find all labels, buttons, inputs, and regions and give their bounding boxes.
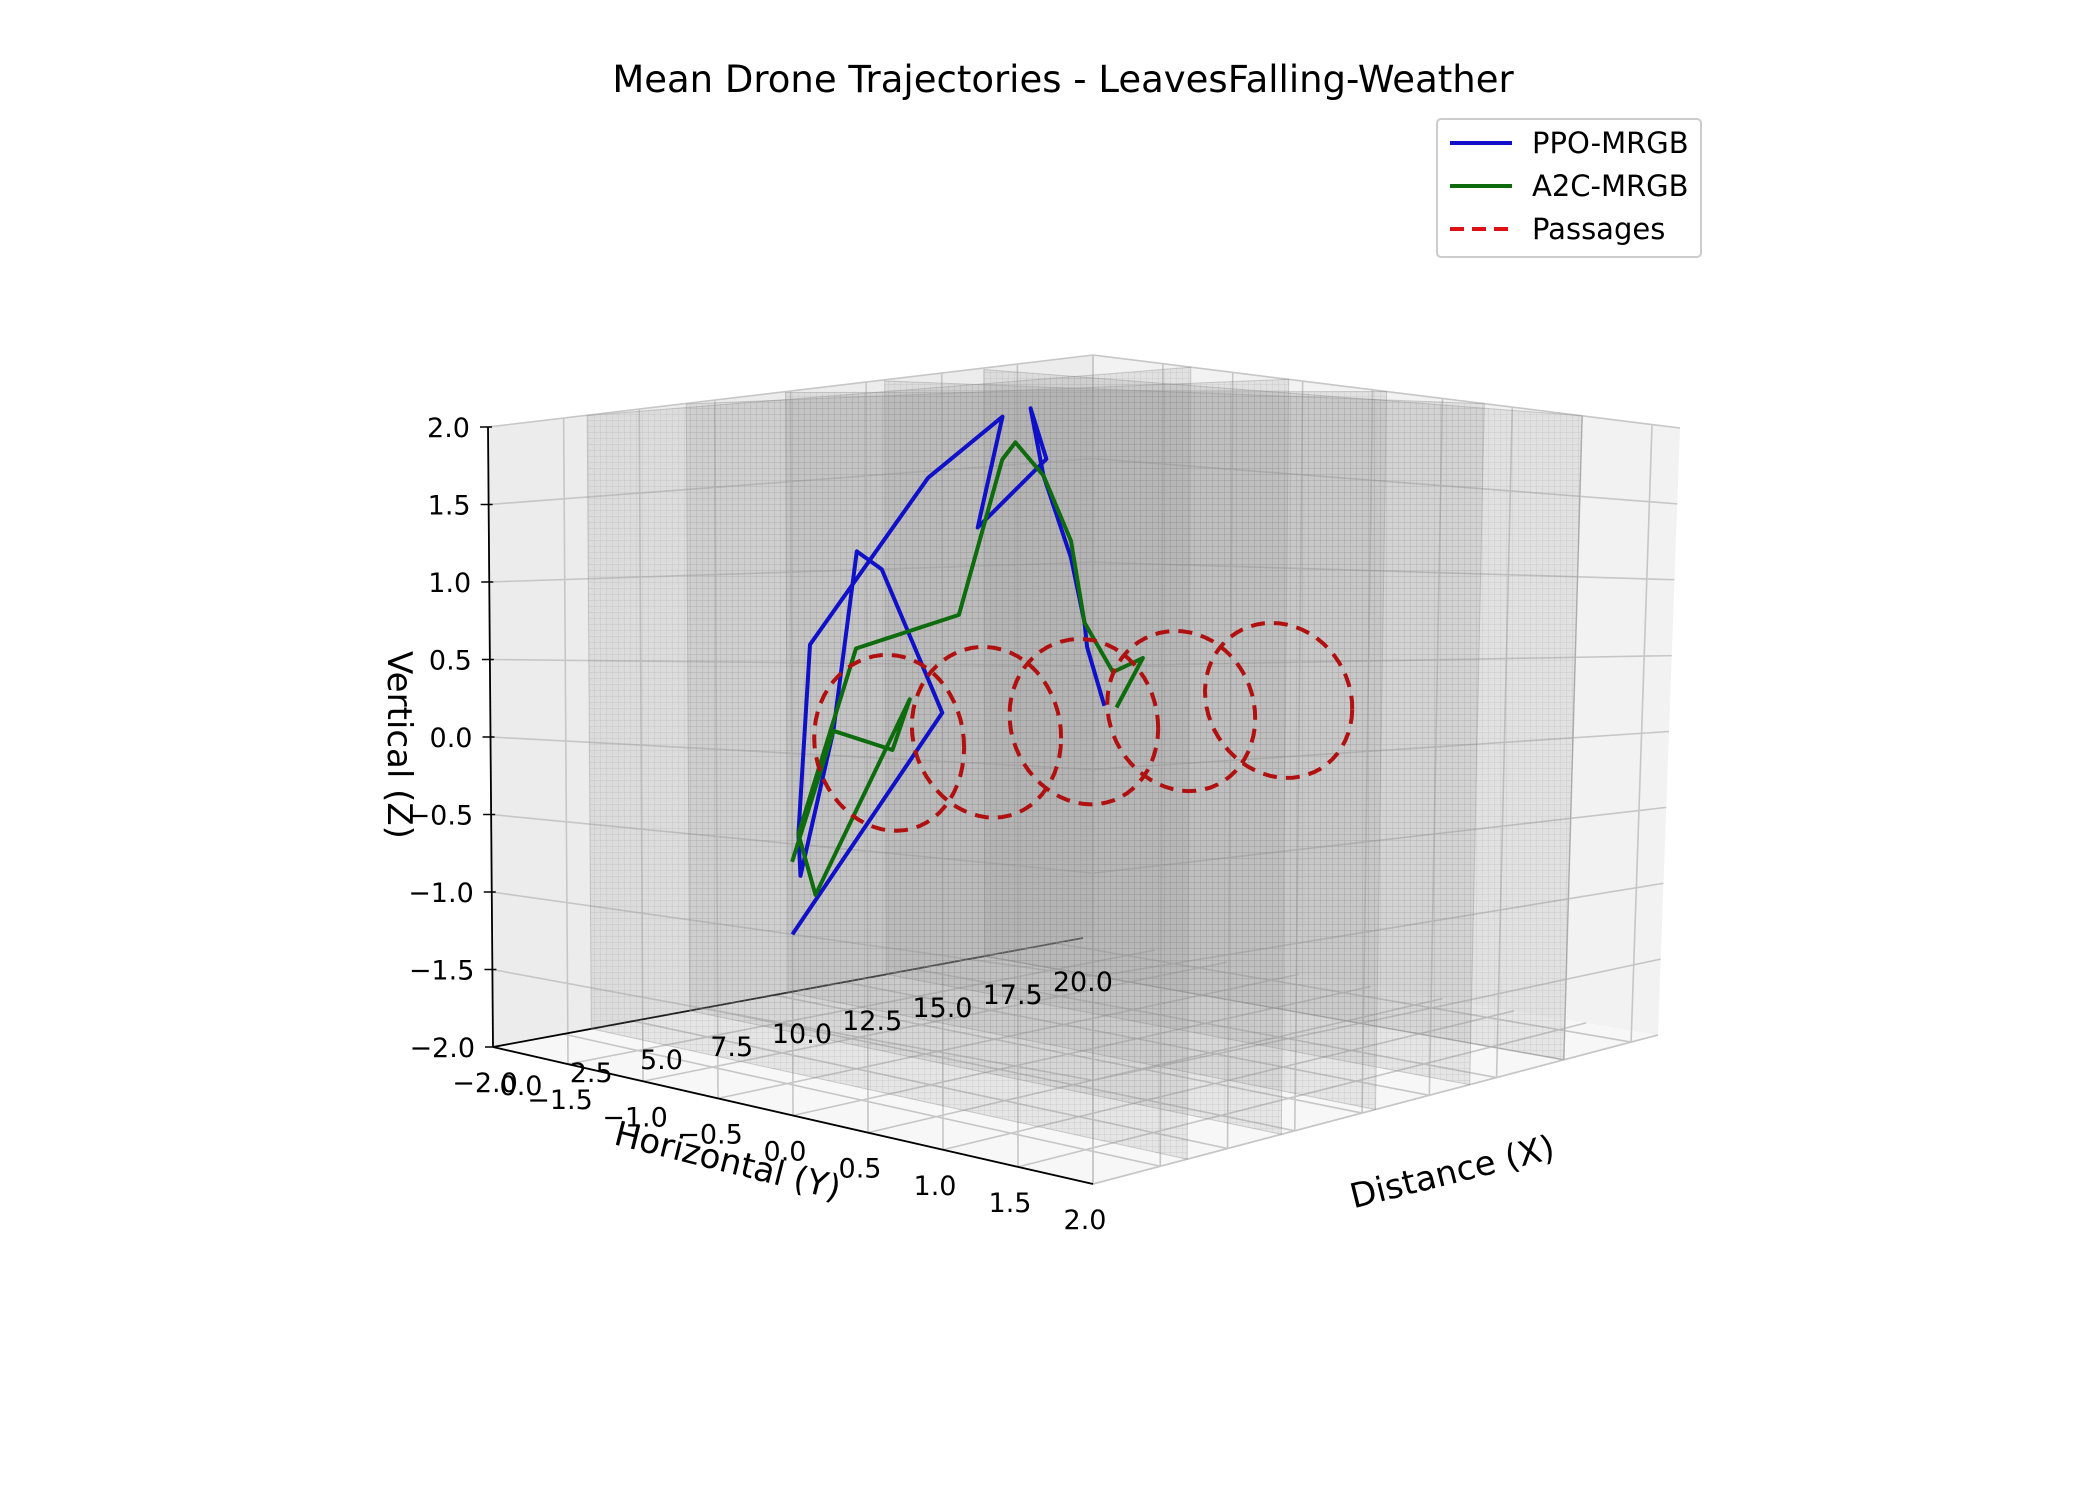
legend-frame xyxy=(1436,118,1702,258)
x-tick-label: 5.0 xyxy=(640,1045,683,1076)
y-tick-label: −1.5 xyxy=(527,1085,593,1116)
y-tick-label: −0.5 xyxy=(677,1119,743,1150)
y-tick-label: −2.0 xyxy=(452,1068,518,1099)
x-tick-label: 0.0 xyxy=(500,1071,543,1102)
z-tick-label: −0.5 xyxy=(408,801,474,832)
z-tick-label: 0.0 xyxy=(430,723,473,754)
z-axis-label: Vertical (Z) xyxy=(379,651,419,839)
series-lines xyxy=(790,406,1355,936)
z-tick-label: 1.5 xyxy=(428,491,471,522)
x-tick-label: 12.5 xyxy=(842,1006,902,1037)
passage-walls xyxy=(586,366,1583,1160)
series-line-1 xyxy=(790,440,1145,897)
y-tick-label: 0.0 xyxy=(764,1137,807,1168)
x-tick-label: 10.0 xyxy=(772,1019,832,1050)
passage-ring-2 xyxy=(909,645,1064,820)
x-axis-label: Distance (X) xyxy=(1346,1128,1559,1217)
grid-line xyxy=(487,354,1094,428)
x-tick-label: 7.5 xyxy=(710,1032,753,1063)
legend-label-ppo: PPO-MRGB xyxy=(1532,126,1689,160)
y-tick-label: 2.0 xyxy=(1064,1205,1107,1236)
x-tick-label: 20.0 xyxy=(1053,967,1113,998)
passage-ring-4 xyxy=(1105,628,1258,794)
passage-ring-1 xyxy=(812,652,967,833)
x-tick-label: 2.5 xyxy=(570,1058,613,1089)
z-tick-label: −2.0 xyxy=(409,1033,475,1064)
z-tick-label: 1.0 xyxy=(428,568,471,599)
legend-label-a2c: A2C-MRGB xyxy=(1532,169,1689,203)
x-tick-label: 17.5 xyxy=(983,980,1043,1011)
z-tick-label: −1.5 xyxy=(409,956,475,987)
y-tick-label: 0.5 xyxy=(839,1154,882,1185)
y-tick-label: −1.0 xyxy=(602,1102,668,1133)
z-tick-label: 2.0 xyxy=(427,413,470,444)
legend: PPO-MRGB A2C-MRGB Passages xyxy=(1436,118,1702,258)
y-tick-label: 1.5 xyxy=(989,1188,1032,1219)
x-tick-label: 15.0 xyxy=(912,993,972,1024)
y-axis-line xyxy=(492,1046,1094,1185)
tick-labels: 2.0 1.5 1.0 0.5 0.0 −0.5 −1.0 −1.5 −2.0 2.0 1.5 1.0… xyxy=(408,413,1113,1236)
passage-wall-mesh-5 xyxy=(983,369,1583,1060)
chart-title: Mean Drone Trajectories - LeavesFalling-… xyxy=(612,58,1514,101)
series-line-0 xyxy=(790,406,1107,936)
passage-ring-5 xyxy=(1202,620,1355,780)
z-tick-label: 0.5 xyxy=(429,646,472,677)
y-tick-label: 1.0 xyxy=(914,1171,957,1202)
z-tick-label: −1.0 xyxy=(408,878,474,909)
legend-label-passages: Passages xyxy=(1532,212,1665,246)
